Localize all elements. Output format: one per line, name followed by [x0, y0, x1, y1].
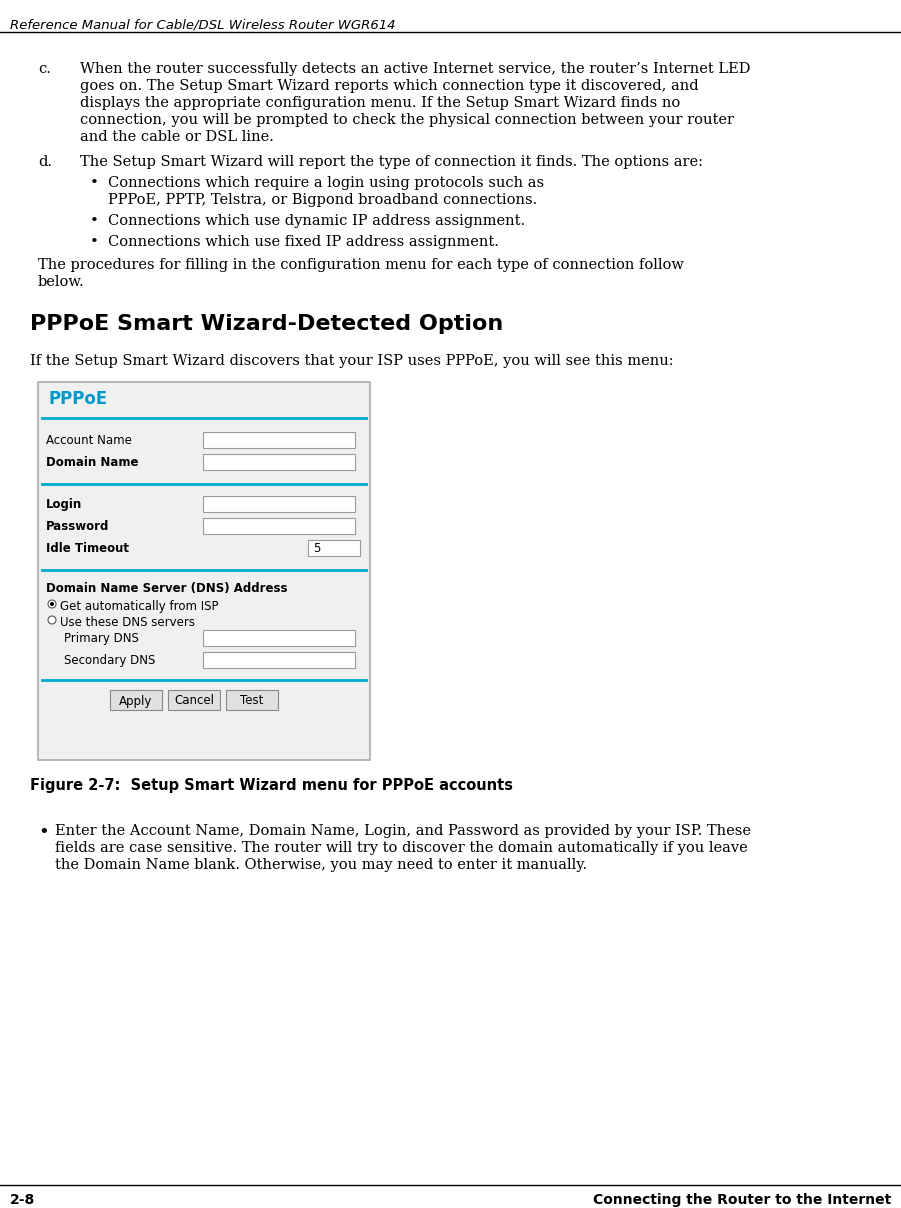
Text: •: •: [38, 824, 49, 842]
Bar: [203, 432, 355, 448]
Text: c.: c.: [38, 62, 50, 76]
Text: the Domain Name blank. Otherwise, you may need to enter it manually.: the Domain Name blank. Otherwise, you ma…: [55, 858, 587, 872]
Text: PPPoE, PPTP, Telstra, or Bigpond broadband connections.: PPPoE, PPTP, Telstra, or Bigpond broadba…: [108, 193, 537, 207]
Text: 5: 5: [313, 542, 321, 554]
Text: Connections which use dynamic IP address assignment.: Connections which use dynamic IP address…: [108, 214, 525, 228]
Text: Domain Name: Domain Name: [46, 455, 139, 469]
Text: Cancel: Cancel: [174, 695, 214, 708]
Text: Primary DNS: Primary DNS: [64, 632, 139, 645]
Text: •: •: [90, 176, 99, 190]
Text: Enter the Account Name, Domain Name, Login, and Password as provided by your ISP: Enter the Account Name, Domain Name, Log…: [55, 824, 751, 838]
Bar: [308, 540, 360, 556]
Text: The procedures for filling in the configuration menu for each type of connection: The procedures for filling in the config…: [38, 259, 684, 272]
Text: Use these DNS servers: Use these DNS servers: [60, 616, 195, 629]
Circle shape: [48, 600, 56, 608]
Text: Password: Password: [46, 519, 109, 533]
Bar: [203, 454, 355, 470]
Text: Connecting the Router to the Internet: Connecting the Router to the Internet: [593, 1194, 891, 1207]
Text: fields are case sensitive. The router will try to discover the domain automatica: fields are case sensitive. The router wi…: [55, 841, 748, 855]
Text: PPPoE Smart Wizard-Detected Option: PPPoE Smart Wizard-Detected Option: [30, 314, 504, 333]
Text: Apply: Apply: [119, 695, 152, 708]
Bar: [110, 690, 162, 710]
Text: and the cable or DSL line.: and the cable or DSL line.: [80, 130, 274, 144]
Bar: [226, 690, 278, 710]
Bar: [168, 690, 220, 710]
Text: If the Setup Smart Wizard discovers that your ISP uses PPPoE, you will see this : If the Setup Smart Wizard discovers that…: [30, 354, 674, 368]
Text: goes on. The Setup Smart Wizard reports which connection type it discovered, and: goes on. The Setup Smart Wizard reports …: [80, 79, 698, 93]
Circle shape: [48, 616, 56, 625]
Bar: [38, 382, 370, 760]
Text: Login: Login: [46, 498, 82, 511]
Text: Connections which use fixed IP address assignment.: Connections which use fixed IP address a…: [108, 236, 499, 249]
Text: Domain Name Server (DNS) Address: Domain Name Server (DNS) Address: [46, 582, 287, 596]
Circle shape: [50, 602, 54, 606]
Bar: [203, 652, 355, 668]
Text: displays the appropriate configuration menu. If the Setup Smart Wizard finds no: displays the appropriate configuration m…: [80, 95, 680, 110]
Text: Secondary DNS: Secondary DNS: [64, 654, 155, 667]
Text: •: •: [90, 214, 99, 228]
Bar: [203, 518, 355, 534]
Text: Test: Test: [241, 695, 264, 708]
Text: d.: d.: [38, 155, 52, 169]
Bar: [203, 496, 355, 512]
Text: When the router successfully detects an active Internet service, the router’s In: When the router successfully detects an …: [80, 62, 751, 76]
Text: Get automatically from ISP: Get automatically from ISP: [60, 600, 219, 612]
Text: 2-8: 2-8: [10, 1194, 35, 1207]
Text: Connections which require a login using protocols such as: Connections which require a login using …: [108, 176, 544, 190]
Text: The Setup Smart Wizard will report the type of connection it finds. The options : The Setup Smart Wizard will report the t…: [80, 155, 703, 169]
Text: Reference Manual for Cable/DSL Wireless Router WGR614: Reference Manual for Cable/DSL Wireless …: [10, 18, 396, 31]
Text: PPPoE: PPPoE: [48, 390, 107, 408]
Text: Idle Timeout: Idle Timeout: [46, 542, 129, 554]
Bar: [203, 631, 355, 646]
Text: Account Name: Account Name: [46, 434, 132, 447]
Text: Figure 2-7:  Setup Smart Wizard menu for PPPoE accounts: Figure 2-7: Setup Smart Wizard menu for …: [30, 778, 513, 792]
Text: •: •: [90, 236, 99, 249]
Text: below.: below.: [38, 275, 85, 289]
Text: connection, you will be prompted to check the physical connection between your r: connection, you will be prompted to chec…: [80, 114, 734, 127]
